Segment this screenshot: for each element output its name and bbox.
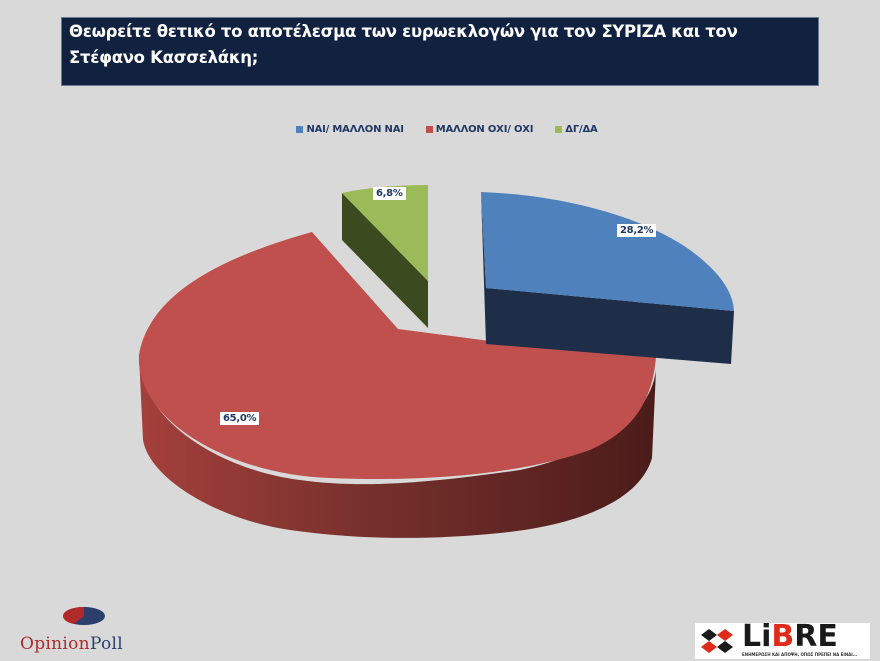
libre-logo: LiBRE ΕΝΗΜΕΡΩΣΗ ΚΑΙ ΑΠΟΨΗ, ΟΠΩΣ ΠΡΕΠΕΙ Ν… bbox=[695, 619, 870, 659]
legend-item-dk: ΔΓ/ΔΑ bbox=[555, 124, 598, 135]
chart-legend: ΝΑΙ/ ΜΑΛΛΟΝ ΝΑΙ ΜΑΛΛΟΝ ΟΧΙ/ ΟΧΙ ΔΓ/ΔΑ bbox=[0, 124, 880, 135]
data-label-dk: 6,8% bbox=[373, 187, 406, 200]
slice-yes-top bbox=[481, 192, 734, 311]
libre-li: Li bbox=[742, 619, 772, 654]
chart-title: Θεωρείτε θετικό το αποτέλεσμα των ευρωεκ… bbox=[69, 22, 738, 67]
legend-label: ΜΑΛΛΟΝ ΟΧΙ/ ΟΧΙ bbox=[435, 124, 534, 135]
libre-tagline: ΕΝΗΜΕΡΩΣΗ ΚΑΙ ΑΠΟΨΗ, ΟΠΩΣ ΠΡΕΠΕΙ ΝΑ ΕΙΝΑ… bbox=[742, 652, 858, 657]
libre-re: RE bbox=[794, 619, 838, 654]
opinion-poll-logo-icon bbox=[63, 607, 105, 625]
legend-label: ΔΓ/ΔΑ bbox=[565, 124, 598, 135]
libre-b: B bbox=[771, 619, 795, 654]
legend-swatch-blue bbox=[296, 126, 304, 133]
data-label-no: 65,0% bbox=[220, 412, 260, 425]
slice-yes-side bbox=[481, 192, 734, 364]
opinion-poll-logo-text: OpinionPoll bbox=[20, 634, 123, 654]
legend-item-yes: ΝΑΙ/ ΜΑΛΛΟΝ ΝΑΙ bbox=[296, 124, 404, 135]
slice-dk-top bbox=[342, 185, 428, 281]
legend-label: ΝΑΙ/ ΜΑΛΛΟΝ ΝΑΙ bbox=[306, 124, 404, 135]
libre-emblem-icon bbox=[701, 629, 733, 653]
slice-no-side bbox=[139, 355, 656, 538]
legend-swatch-green bbox=[555, 126, 563, 133]
slice-dk-side bbox=[342, 193, 428, 328]
legend-item-no: ΜΑΛΛΟΝ ΟΧΙ/ ΟΧΙ bbox=[425, 124, 534, 135]
libre-wordmark: LiBRE bbox=[742, 619, 838, 654]
slice-no-top bbox=[138, 232, 657, 480]
legend-swatch-red bbox=[425, 126, 433, 133]
opinion-text: Opinion bbox=[20, 634, 90, 654]
chart-title-bar: Θεωρείτε θετικό το αποτέλεσμα των ευρωεκ… bbox=[61, 17, 819, 86]
poll-text: Poll bbox=[89, 634, 123, 654]
data-label-yes: 28,2% bbox=[617, 224, 657, 237]
